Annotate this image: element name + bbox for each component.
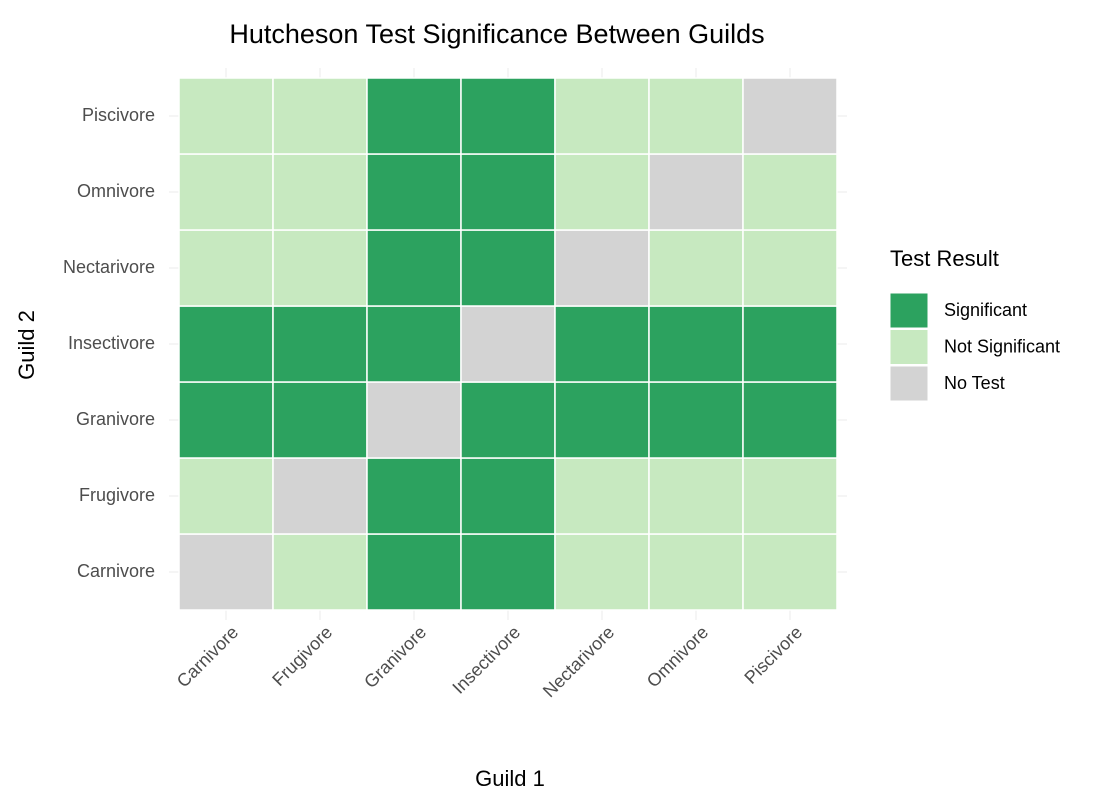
y-tick-label: Insectivore (68, 333, 155, 353)
heatmap-cell (554, 229, 650, 307)
y-tick-label: Piscivore (82, 105, 155, 125)
heatmap-cell (366, 77, 462, 155)
heatmap-cell (178, 305, 274, 383)
heatmap-cell (554, 153, 650, 231)
y-tick-label: Frugivore (79, 485, 155, 505)
legend-title: Test Result (890, 246, 999, 271)
heatmap-cell (178, 153, 274, 231)
heatmap-cell (742, 305, 838, 383)
heatmap-cell (366, 153, 462, 231)
heatmap-cell (178, 533, 274, 611)
heatmap-cell (272, 533, 368, 611)
heatmap-cell (742, 153, 838, 231)
heatmap-cell (366, 229, 462, 307)
heatmap-cell (648, 381, 744, 459)
x-tick-label: Omnivore (643, 622, 712, 691)
heatmap-cell (366, 305, 462, 383)
heatmap-cell (460, 533, 556, 611)
heatmap-cell (272, 229, 368, 307)
x-tick-label: Frugivore (268, 622, 336, 690)
heatmap-cell (554, 77, 650, 155)
heatmap-cell (460, 381, 556, 459)
heatmap-cell (178, 229, 274, 307)
y-tick-label: Nectarivore (63, 257, 155, 277)
heatmap-cell (460, 153, 556, 231)
heatmap-cell (742, 77, 838, 155)
heatmap-cell (366, 381, 462, 459)
heatmap-cell (178, 381, 274, 459)
heatmap-cell (272, 153, 368, 231)
legend-label: No Test (944, 373, 1005, 393)
y-tick-label: Granivore (76, 409, 155, 429)
heatmap-cell (742, 533, 838, 611)
y-tick-label: Omnivore (77, 181, 155, 201)
legend-key (889, 365, 929, 402)
y-tick-label: Carnivore (77, 561, 155, 581)
chart-title: Hutcheson Test Significance Between Guil… (229, 19, 764, 49)
legend-label: Significant (944, 300, 1027, 320)
heatmap-cell (742, 457, 838, 535)
heatmap-cell (648, 457, 744, 535)
x-tick-label: Carnivore (173, 622, 242, 691)
heatmap-cell (554, 305, 650, 383)
heatmap-cell (272, 457, 368, 535)
legend-label: Not Significant (944, 336, 1060, 356)
x-axis-title: Guild 1 (475, 766, 545, 791)
legend-key (889, 292, 929, 329)
heatmap-cell (460, 457, 556, 535)
y-axis-title: Guild 2 (14, 310, 39, 380)
heatmap-cell (648, 305, 744, 383)
heatmap-cell (554, 533, 650, 611)
heatmap-cell (272, 77, 368, 155)
x-tick-label: Piscivore (740, 622, 806, 688)
heatmap-cell (178, 77, 274, 155)
heatmap-cell (742, 229, 838, 307)
heatmap-cell (648, 77, 744, 155)
heatmap-cell (366, 533, 462, 611)
heatmap-cell (554, 381, 650, 459)
x-tick-label: Insectivore (448, 622, 524, 698)
x-tick-label: Nectarivore (539, 622, 618, 701)
heatmap-cell (648, 229, 744, 307)
x-tick-label: Granivore (360, 622, 430, 692)
heatmap-cell (554, 457, 650, 535)
heatmap-cell (460, 229, 556, 307)
heatmap-cell (178, 457, 274, 535)
heatmap-cell (648, 533, 744, 611)
heatmap-cell (460, 77, 556, 155)
heatmap-cell (272, 381, 368, 459)
heatmap-cell (742, 381, 838, 459)
heatmap-cell (460, 305, 556, 383)
heatmap-cell (272, 305, 368, 383)
heatmap-cell (648, 153, 744, 231)
heatmap-cell (366, 457, 462, 535)
legend-key (889, 329, 929, 365)
